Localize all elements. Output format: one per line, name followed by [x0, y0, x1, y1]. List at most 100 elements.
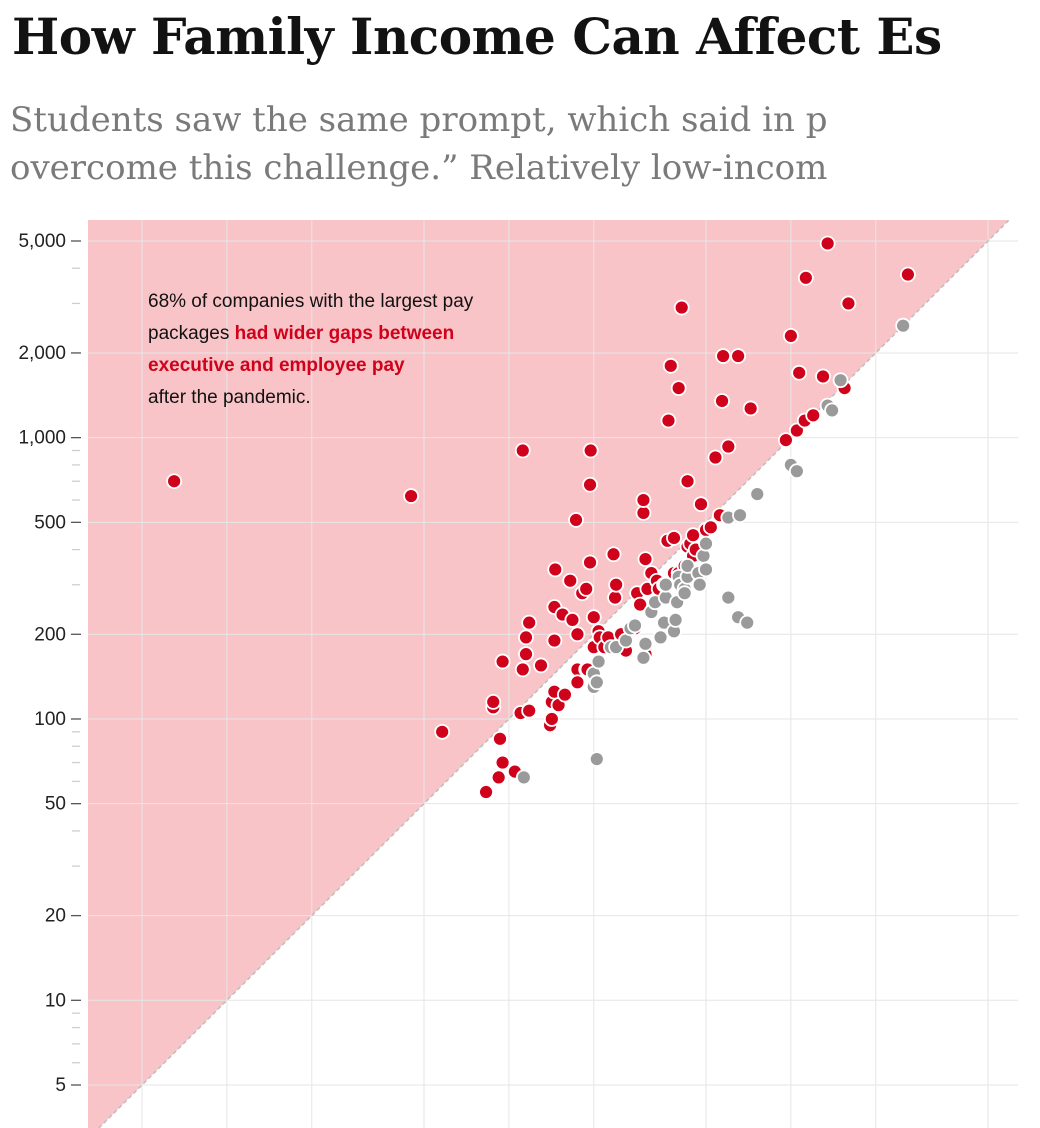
- data-point-wider-gap: [569, 626, 586, 643]
- data-point-wider-gap: [434, 723, 451, 740]
- data-point-wider-gap: [666, 530, 682, 546]
- data-point-narrower-gap: [637, 635, 654, 652]
- y-tick-label: 200: [34, 624, 66, 645]
- data-point-wider-gap: [518, 646, 534, 663]
- y-axis: 5,000 2,000 1,000 500 200 100 50 20 10 5: [18, 231, 81, 1096]
- data-point-narrower-gap: [832, 372, 849, 389]
- annotation-line-2-highlight: had wider gaps between: [235, 323, 455, 344]
- data-point-narrower-gap: [676, 585, 693, 602]
- data-point-wider-gap: [635, 492, 652, 508]
- y-tick-label: 500: [34, 512, 66, 533]
- data-point-wider-gap: [797, 269, 814, 286]
- data-point-wider-gap: [635, 505, 652, 521]
- y-tick-label: 1,000: [18, 428, 66, 449]
- data-point-wider-gap: [608, 576, 625, 593]
- data-point-wider-gap: [707, 449, 724, 466]
- data-point-narrower-gap: [749, 486, 766, 502]
- data-point-wider-gap: [568, 512, 584, 528]
- data-points: [166, 235, 916, 800]
- data-point-narrower-gap: [720, 589, 737, 606]
- data-point-narrower-gap: [590, 653, 607, 670]
- data-point-wider-gap: [900, 266, 916, 283]
- data-point-wider-gap: [693, 496, 709, 513]
- subhead-line-2: overcome this challenge.” Relatively low…: [10, 148, 828, 188]
- annotation-line-2: packages had wider gaps between: [148, 323, 454, 344]
- data-point-narrower-gap: [698, 535, 714, 552]
- data-point-wider-gap: [564, 611, 581, 628]
- data-point-wider-gap: [582, 476, 598, 493]
- data-point-wider-gap: [166, 473, 183, 490]
- gridlines: [88, 220, 1018, 1128]
- data-point-wider-gap: [582, 442, 599, 459]
- data-point-wider-gap: [660, 412, 677, 429]
- data-point-wider-gap: [720, 438, 737, 455]
- data-point-wider-gap: [777, 432, 794, 449]
- annotation-line-1: 68% of companies with the largest pay: [148, 291, 474, 312]
- data-point-narrower-gap: [627, 617, 643, 634]
- headline: How Family Income Can Affect Es: [12, 7, 942, 66]
- data-point-wider-gap: [492, 730, 508, 747]
- data-point-wider-gap: [679, 473, 696, 490]
- data-point-wider-gap: [819, 235, 836, 252]
- data-point-wider-gap: [673, 299, 690, 316]
- data-point-narrower-gap: [788, 463, 805, 480]
- data-point-wider-gap: [805, 407, 822, 424]
- data-point-wider-gap: [478, 784, 494, 800]
- data-point-wider-gap: [605, 546, 622, 563]
- data-point-wider-gap: [562, 572, 579, 589]
- data-point-narrower-gap: [657, 576, 674, 593]
- subhead: Students saw the same prompt, which said…: [10, 96, 1040, 192]
- data-point-wider-gap: [840, 295, 857, 312]
- y-tick-label: 2,000: [18, 343, 66, 364]
- data-point-wider-gap: [702, 519, 719, 536]
- data-point-wider-gap: [547, 561, 564, 578]
- y-tick-label: 10: [45, 990, 66, 1011]
- data-point-wider-gap: [569, 674, 586, 691]
- data-point-wider-gap: [490, 769, 507, 786]
- data-point-wider-gap: [403, 488, 419, 504]
- annotation-line-4: after the pandemic.: [148, 387, 311, 408]
- data-point-wider-gap: [521, 702, 538, 719]
- data-point-wider-gap: [533, 657, 549, 674]
- data-point-narrower-gap: [698, 561, 714, 578]
- data-point-narrower-gap: [588, 751, 605, 768]
- data-point-wider-gap: [670, 380, 687, 397]
- data-point-wider-gap: [521, 614, 538, 631]
- data-point-narrower-gap: [588, 674, 605, 691]
- data-point-narrower-gap: [515, 769, 532, 786]
- data-point-wider-gap: [543, 711, 560, 727]
- y-tick-label: 100: [34, 709, 66, 730]
- data-point-wider-gap: [514, 661, 531, 678]
- data-point-narrower-gap: [824, 402, 840, 419]
- data-point-wider-gap: [714, 393, 730, 409]
- data-point-wider-gap: [607, 589, 623, 606]
- y-tick-label: 50: [45, 794, 66, 815]
- data-point-wider-gap: [791, 364, 808, 381]
- data-point-wider-gap: [514, 442, 531, 459]
- data-point-wider-gap: [685, 527, 701, 544]
- data-point-narrower-gap: [635, 649, 652, 666]
- data-point-narrower-gap: [732, 507, 748, 524]
- data-point-narrower-gap: [652, 629, 669, 646]
- data-point-narrower-gap: [679, 558, 696, 574]
- data-point-wider-gap: [546, 632, 563, 649]
- data-point-wider-gap: [557, 686, 573, 703]
- data-point-wider-gap: [582, 554, 598, 571]
- data-point-wider-gap: [742, 400, 759, 417]
- wider-gap-region: [88, 220, 1010, 1128]
- data-point-wider-gap: [662, 357, 679, 374]
- data-point-wider-gap: [585, 609, 602, 626]
- data-point-narrower-gap: [739, 614, 756, 631]
- data-point-wider-gap: [518, 629, 534, 646]
- data-point-wider-gap: [730, 348, 747, 364]
- y-tick-label: 20: [45, 906, 66, 927]
- annotation-line-2-prefix: packages: [148, 323, 235, 344]
- annotation-line-3: executive and employee pay: [148, 355, 405, 376]
- subhead-line-1: Students saw the same prompt, which said…: [10, 100, 828, 140]
- y-tick-label: 5,000: [18, 231, 66, 252]
- data-point-wider-gap: [782, 327, 799, 344]
- annotation: 68% of companies with the largest pay pa…: [148, 291, 474, 408]
- data-point-wider-gap: [637, 551, 654, 568]
- data-point-wider-gap: [815, 368, 831, 385]
